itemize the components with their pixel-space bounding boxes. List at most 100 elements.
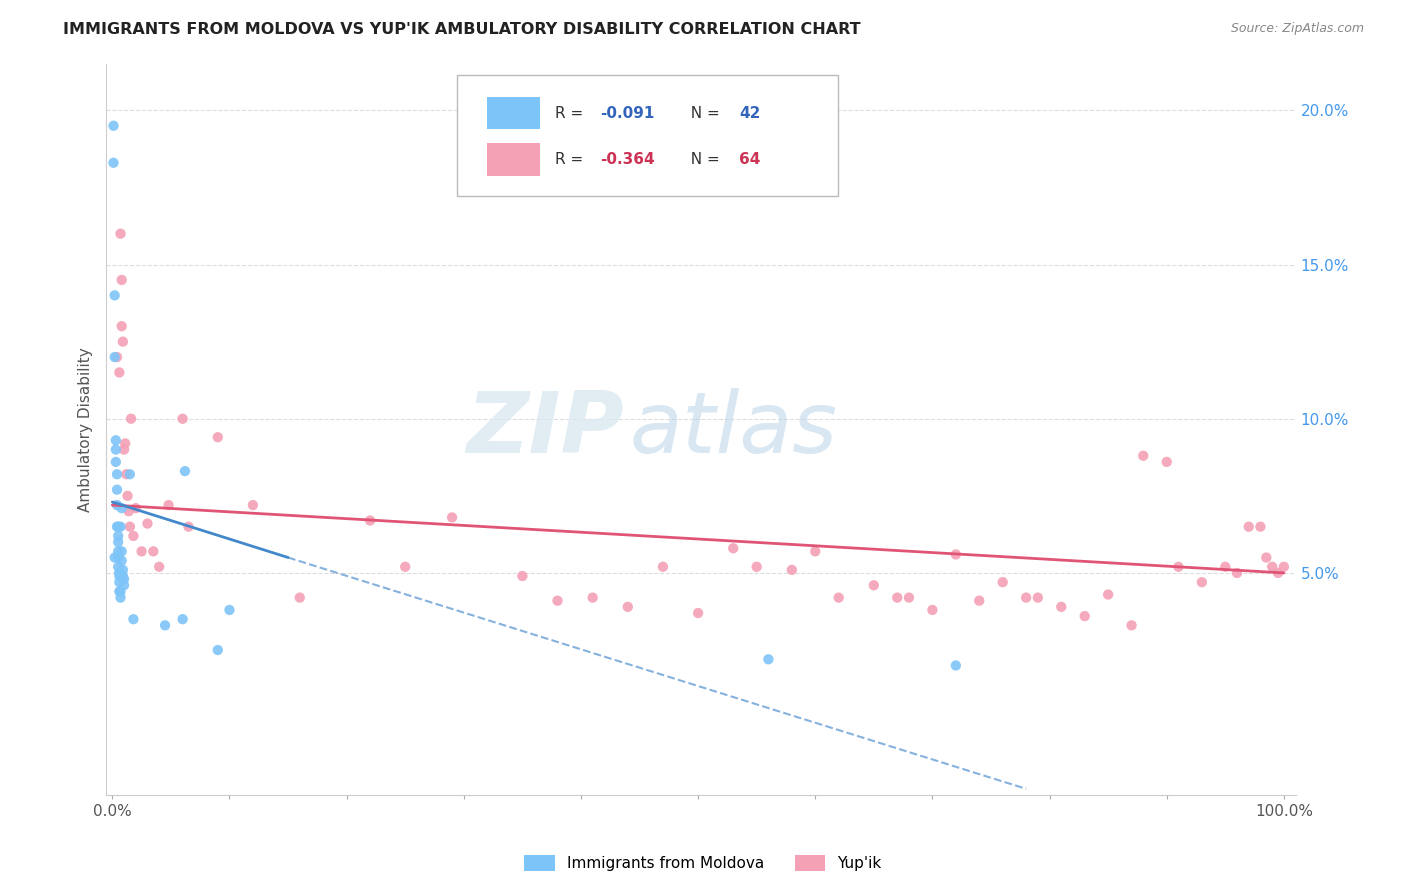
- Point: [104, 442, 127, 457]
- Point: [547, 593, 569, 607]
- Point: [1256, 550, 1278, 565]
- Point: [174, 464, 197, 478]
- Point: [111, 544, 134, 558]
- Point: [125, 501, 148, 516]
- Point: [110, 591, 132, 605]
- Point: [142, 544, 165, 558]
- Point: [108, 569, 131, 583]
- Point: [105, 483, 128, 497]
- Point: [945, 548, 967, 562]
- Point: [512, 569, 534, 583]
- Point: [104, 455, 127, 469]
- Point: [108, 566, 131, 580]
- Point: [242, 498, 264, 512]
- Point: [104, 288, 127, 302]
- Point: [172, 612, 194, 626]
- Point: [115, 467, 138, 482]
- Point: [148, 559, 170, 574]
- Point: [107, 559, 129, 574]
- Point: [111, 273, 134, 287]
- Point: [1261, 559, 1284, 574]
- Point: [105, 350, 128, 364]
- Point: [288, 591, 311, 605]
- Point: [104, 434, 127, 448]
- Point: [1050, 599, 1073, 614]
- Text: R =: R =: [555, 105, 588, 120]
- Point: [394, 559, 416, 574]
- Point: [120, 411, 142, 425]
- Text: Source: ZipAtlas.com: Source: ZipAtlas.com: [1230, 22, 1364, 36]
- Point: [107, 519, 129, 533]
- Text: R =: R =: [555, 152, 588, 167]
- Point: [172, 411, 194, 425]
- Point: [107, 529, 129, 543]
- Point: [1073, 609, 1095, 624]
- Point: [1156, 455, 1178, 469]
- Point: [122, 612, 145, 626]
- Point: [745, 559, 768, 574]
- Point: [118, 519, 141, 533]
- Point: [108, 566, 131, 580]
- Point: [1267, 566, 1289, 580]
- Point: [108, 366, 131, 380]
- Point: [991, 575, 1014, 590]
- Point: [107, 550, 129, 565]
- Point: [967, 593, 990, 607]
- Point: [111, 569, 134, 583]
- Point: [1191, 575, 1213, 590]
- Point: [897, 591, 920, 605]
- Text: -0.091: -0.091: [600, 105, 654, 120]
- Point: [110, 519, 132, 533]
- Point: [1249, 519, 1271, 533]
- Point: [122, 529, 145, 543]
- Point: [780, 563, 803, 577]
- Point: [111, 319, 134, 334]
- Point: [104, 350, 127, 364]
- Point: [103, 155, 125, 169]
- Point: [105, 519, 128, 533]
- Point: [1097, 588, 1119, 602]
- Point: [105, 467, 128, 482]
- FancyBboxPatch shape: [486, 96, 540, 129]
- Point: [207, 430, 229, 444]
- Point: [617, 599, 640, 614]
- Point: [107, 544, 129, 558]
- Point: [441, 510, 464, 524]
- Point: [1026, 591, 1049, 605]
- Point: [862, 578, 884, 592]
- Point: [1015, 591, 1038, 605]
- Point: [1237, 519, 1260, 533]
- Point: [582, 591, 605, 605]
- Point: [110, 227, 132, 241]
- Point: [1226, 566, 1249, 580]
- Point: [886, 591, 908, 605]
- Text: atlas: atlas: [630, 388, 838, 471]
- Point: [112, 442, 135, 457]
- Point: [117, 489, 139, 503]
- Point: [111, 553, 134, 567]
- Y-axis label: Ambulatory Disability: Ambulatory Disability: [79, 347, 93, 512]
- Point: [103, 119, 125, 133]
- Point: [114, 436, 136, 450]
- Point: [218, 603, 240, 617]
- Point: [828, 591, 851, 605]
- Point: [177, 519, 200, 533]
- Legend: Immigrants from Moldova, Yup'ik: Immigrants from Moldova, Yup'ik: [517, 849, 889, 877]
- Point: [652, 559, 675, 574]
- Point: [153, 618, 176, 632]
- Point: [1272, 559, 1295, 574]
- Point: [118, 504, 141, 518]
- FancyBboxPatch shape: [486, 143, 540, 176]
- Point: [157, 498, 180, 512]
- Point: [131, 544, 153, 558]
- Point: [108, 575, 131, 590]
- Text: IMMIGRANTS FROM MOLDOVA VS YUP'IK AMBULATORY DISABILITY CORRELATION CHART: IMMIGRANTS FROM MOLDOVA VS YUP'IK AMBULA…: [63, 22, 860, 37]
- Text: N =: N =: [681, 105, 724, 120]
- Text: -0.364: -0.364: [600, 152, 655, 167]
- Point: [1132, 449, 1154, 463]
- Point: [112, 578, 135, 592]
- Point: [804, 544, 827, 558]
- Point: [108, 584, 131, 599]
- Point: [207, 643, 229, 657]
- Point: [758, 652, 780, 666]
